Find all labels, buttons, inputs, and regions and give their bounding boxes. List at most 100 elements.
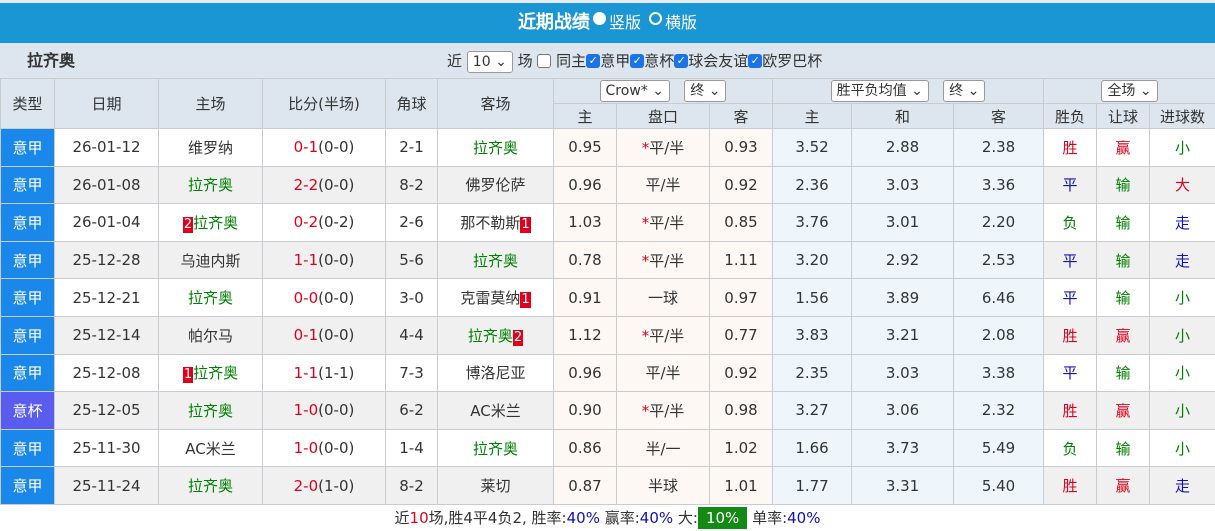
match-type[interactable]: 意甲	[1, 429, 55, 467]
match-type[interactable]: 意甲	[1, 204, 55, 242]
euro-draw-odds: 3.89	[852, 279, 954, 317]
asian-company-select[interactable]: Crow* ⌄	[600, 80, 670, 102]
home-team[interactable]: 1拉齐奥	[159, 354, 263, 392]
score[interactable]: 0-1(0-0)	[263, 316, 386, 354]
score[interactable]: 0-1(0-0)	[263, 129, 386, 167]
score[interactable]: 2-0(1-0)	[263, 467, 386, 505]
over-rate-badge: 10%	[698, 507, 747, 529]
euro-away-odds: 2.08	[954, 316, 1044, 354]
radio-vertical[interactable]	[593, 12, 606, 25]
home-team[interactable]: 拉齐奥	[159, 392, 263, 430]
asian-away-odds: 0.98	[710, 392, 773, 430]
euro-draw-odds: 3.03	[852, 354, 954, 392]
match-type[interactable]: 意甲	[1, 129, 55, 167]
friendly-checkbox[interactable]: ✓	[674, 54, 688, 68]
asian-line: *平/半	[617, 204, 710, 242]
euro-away-odds: 2.38	[954, 129, 1044, 167]
table-row: 意杯 25-12-05 拉齐奥 1-0(0-0) 6-2 AC米兰 0.90 *…	[1, 392, 1215, 430]
asian-line: *平/半	[617, 129, 710, 167]
handicap-result: 输	[1097, 279, 1150, 317]
match-type[interactable]: 意甲	[1, 166, 55, 204]
home-team[interactable]: 2拉齐奥	[159, 204, 263, 242]
corners: 2-6	[386, 204, 438, 242]
asian-away-odds: 0.97	[710, 279, 773, 317]
score[interactable]: 1-1(0-0)	[263, 241, 386, 279]
asian-stage-select[interactable]: 终 ⌄	[684, 80, 726, 102]
euro-draw-odds: 2.88	[852, 129, 954, 167]
score[interactable]: 1-0(0-0)	[263, 429, 386, 467]
match-type[interactable]: 意甲	[1, 316, 55, 354]
col-euro-draw: 和	[852, 104, 954, 129]
win-loss: 平	[1044, 279, 1097, 317]
home-team[interactable]: 拉齐奥	[159, 166, 263, 204]
match-date: 25-12-28	[55, 241, 159, 279]
score[interactable]: 1-0(0-0)	[263, 392, 386, 430]
win-loss: 平	[1044, 354, 1097, 392]
corners: 5-6	[386, 241, 438, 279]
table-row: 意甲 26-01-08 拉齐奥 2-2(0-0) 8-2 佛罗伦萨 0.96 平…	[1, 166, 1215, 204]
radio-vertical-label[interactable]: 竖版	[609, 13, 641, 32]
away-team[interactable]: AC米兰	[438, 392, 554, 430]
same-home-checkbox[interactable]	[537, 54, 551, 68]
section-title: 近期战绩	[518, 12, 590, 33]
away-team[interactable]: 那不勒斯1	[438, 204, 554, 242]
match-type[interactable]: 意甲	[1, 354, 55, 392]
match-date: 25-12-21	[55, 279, 159, 317]
asian-home-odds: 1.03	[554, 204, 617, 242]
asian-line: *平/半	[617, 241, 710, 279]
away-team[interactable]: 莱切	[438, 467, 554, 505]
away-team[interactable]: 拉齐奥	[438, 241, 554, 279]
away-team[interactable]: 拉齐奥	[438, 429, 554, 467]
score[interactable]: 0-0(0-0)	[263, 279, 386, 317]
away-team[interactable]: 博洛尼亚	[438, 354, 554, 392]
score[interactable]: 0-2(0-2)	[263, 204, 386, 242]
handicap-result: 输	[1097, 241, 1150, 279]
score[interactable]: 1-1(1-1)	[263, 354, 386, 392]
asian-line: 半球	[617, 467, 710, 505]
recent-count-select[interactable]: 10 ⌄	[467, 51, 513, 73]
asian-away-odds: 0.77	[710, 316, 773, 354]
win-loss: 平	[1044, 241, 1097, 279]
radio-horizontal[interactable]	[649, 12, 662, 25]
league-checkbox[interactable]: ✓	[586, 54, 600, 68]
asian-away-odds: 0.85	[710, 204, 773, 242]
asian-home-odds: 0.96	[554, 354, 617, 392]
asian-home-odds: 0.86	[554, 429, 617, 467]
match-type[interactable]: 意杯	[1, 392, 55, 430]
col-asian-home: 主	[554, 104, 617, 129]
euro-home-odds: 3.83	[773, 316, 852, 354]
radio-horizontal-label[interactable]: 横版	[665, 13, 697, 32]
match-type[interactable]: 意甲	[1, 467, 55, 505]
team-name: 拉齐奥	[27, 43, 75, 79]
euro-stage-select[interactable]: 终 ⌄	[943, 80, 985, 102]
asian-away-odds: 1.01	[710, 467, 773, 505]
home-team[interactable]: 帕尔马	[159, 316, 263, 354]
goals-result: 走	[1150, 204, 1215, 242]
period-select[interactable]: 全场 ⌄	[1101, 80, 1157, 102]
cup-checkbox[interactable]: ✓	[630, 54, 644, 68]
match-date: 25-11-24	[55, 467, 159, 505]
home-team[interactable]: 乌迪内斯	[159, 241, 263, 279]
home-team[interactable]: AC米兰	[159, 429, 263, 467]
away-team[interactable]: 佛罗伦萨	[438, 166, 554, 204]
home-team[interactable]: 拉齐奥	[159, 467, 263, 505]
asian-home-odds: 0.87	[554, 467, 617, 505]
win-loss: 负	[1044, 204, 1097, 242]
away-team[interactable]: 拉齐奥	[438, 129, 554, 167]
euro-type-select[interactable]: 胜平负均值 ⌄	[831, 80, 929, 102]
home-team[interactable]: 拉齐奥	[159, 279, 263, 317]
away-team[interactable]: 拉齐奥2	[438, 316, 554, 354]
handicap-result: 赢	[1097, 467, 1150, 505]
euro-draw-odds: 3.21	[852, 316, 954, 354]
score[interactable]: 2-2(0-0)	[263, 166, 386, 204]
red-card-badge: 2	[513, 330, 523, 346]
goals-result: 小	[1150, 354, 1215, 392]
euro-away-odds: 2.53	[954, 241, 1044, 279]
europa-checkbox[interactable]: ✓	[748, 54, 762, 68]
win-loss: 负	[1044, 429, 1097, 467]
match-type[interactable]: 意甲	[1, 279, 55, 317]
away-team[interactable]: 克雷莫纳1	[438, 279, 554, 317]
match-date: 26-01-04	[55, 204, 159, 242]
match-type[interactable]: 意甲	[1, 241, 55, 279]
home-team[interactable]: 维罗纳	[159, 129, 263, 167]
